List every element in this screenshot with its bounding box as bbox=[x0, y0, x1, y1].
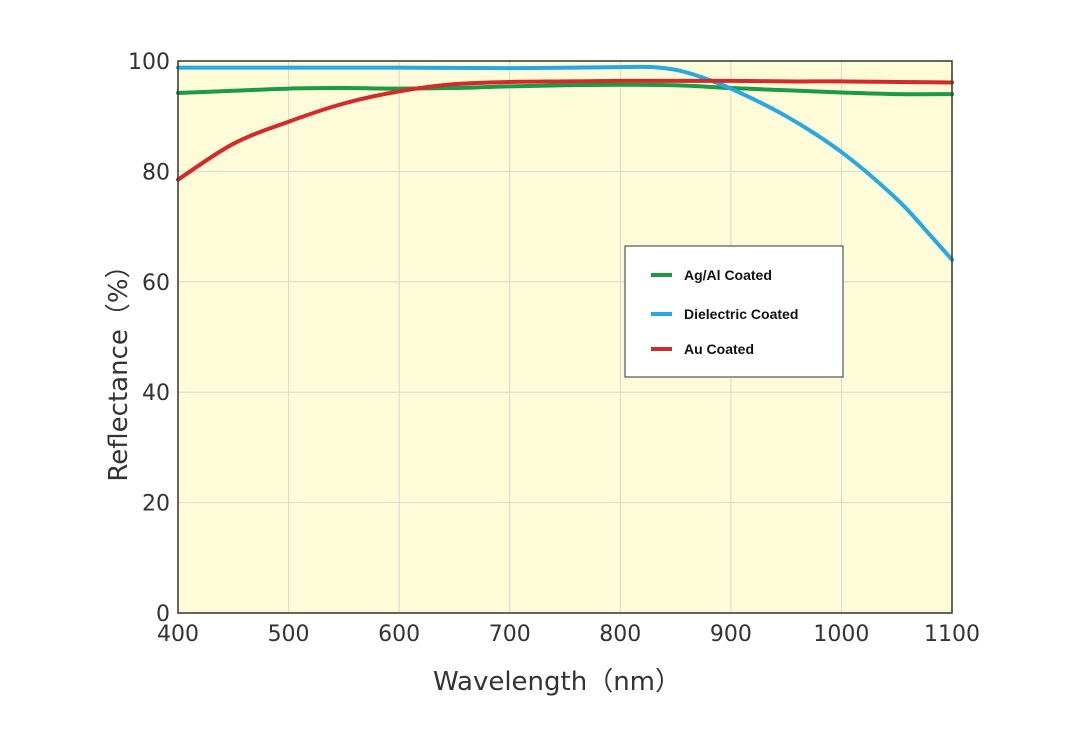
y-tick-label: 60 bbox=[142, 271, 170, 296]
legend-label-ag-al-coated: Ag/Al Coated bbox=[684, 267, 772, 283]
legend-box bbox=[624, 245, 844, 378]
tick-labels: 400 500 600 700 800 900 1000 1100 0 20 40 60 80 100 bbox=[128, 50, 980, 647]
x-axis-title: Wavelength（nm） bbox=[433, 667, 681, 697]
y-tick-label: 0 bbox=[156, 602, 170, 627]
x-tick-label: 800 bbox=[599, 622, 641, 647]
y-tick-label: 20 bbox=[142, 492, 170, 517]
x-tick-label: 500 bbox=[268, 622, 310, 647]
y-axis-title: Reflectance（%） bbox=[104, 252, 134, 481]
y-tick-label: 40 bbox=[142, 381, 170, 406]
y-tick-label: 100 bbox=[128, 50, 170, 75]
plot-frame bbox=[177, 60, 953, 614]
series-line-ag-al-coated bbox=[176, 82, 954, 97]
legend-label-dielectric-coated: Dielectric Coated bbox=[684, 306, 798, 322]
series-lines bbox=[176, 64, 954, 262]
x-tick-label: 900 bbox=[710, 622, 752, 647]
x-tick-label: 1000 bbox=[813, 622, 869, 647]
x-tick-label: 400 bbox=[157, 622, 199, 647]
x-tick-label: 600 bbox=[378, 622, 420, 647]
x-tick-label: 700 bbox=[489, 622, 531, 647]
series-line-dielectric-coated bbox=[176, 64, 954, 262]
y-tick-label: 80 bbox=[142, 160, 170, 185]
x-tick-label: 1100 bbox=[924, 622, 980, 647]
legend-label-au-coated: Au Coated bbox=[684, 341, 754, 357]
legend: Ag/Al Coated Dielectric Coated Au Coated bbox=[624, 245, 844, 378]
series-line-au-coated bbox=[176, 78, 954, 182]
